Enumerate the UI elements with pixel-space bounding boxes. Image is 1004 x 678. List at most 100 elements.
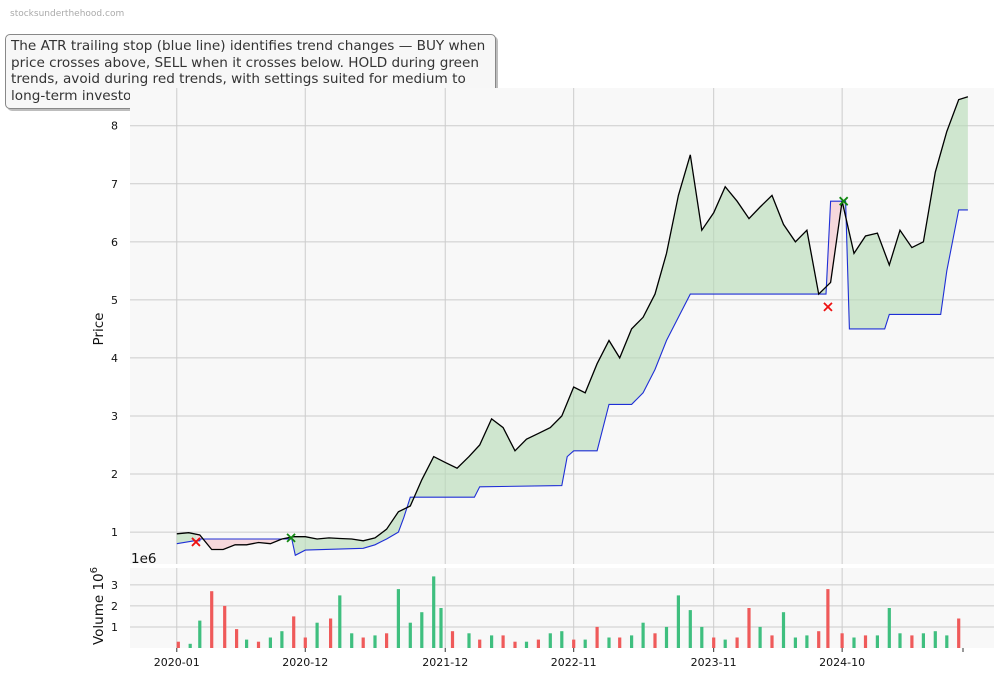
- volume-bar: [863, 635, 868, 648]
- price-tick-label: 5: [111, 294, 118, 307]
- price-line: [176, 96, 969, 551]
- volume-bar: [826, 589, 830, 648]
- volume-offset-text: 1e6: [131, 551, 156, 567]
- atr-trailing-stop-line: [176, 200, 968, 557]
- buy-signal-marker: [286, 533, 296, 543]
- volume-bar: [188, 643, 192, 648]
- volume-bar: [513, 641, 517, 648]
- buy-signal-marker: [839, 196, 849, 206]
- volume-bar: [630, 635, 634, 648]
- volume-bar: [385, 633, 389, 648]
- volume-bar: [338, 595, 342, 648]
- volume-bar: [712, 637, 716, 648]
- volume-bar: [396, 589, 400, 648]
- price-tick-label: 4: [111, 352, 118, 365]
- price-tick-label: 6: [111, 236, 118, 249]
- uptrend-fill: [291, 154, 828, 556]
- volume-bar: [793, 637, 797, 648]
- volume-tick-label: 2: [111, 600, 118, 613]
- x-tick-label: 2024-10: [819, 656, 865, 669]
- volume-bar: [688, 610, 692, 648]
- x-tick-label: 2020-01: [154, 656, 200, 669]
- volume-bar: [329, 618, 333, 648]
- volume-bar: [840, 633, 844, 648]
- volume-bar: [524, 641, 529, 648]
- volume-bar: [501, 635, 505, 648]
- x-tick-label: 2022-11: [551, 656, 597, 669]
- volume-bar: [361, 637, 365, 648]
- volume-bar: [723, 639, 727, 648]
- volume-bar: [478, 639, 482, 648]
- volume-bar: [875, 635, 879, 648]
- sell-signal-marker: [823, 302, 833, 312]
- price-tick-label: 3: [111, 410, 118, 423]
- volume-bar: [303, 637, 307, 648]
- volume-tick-label: 1: [111, 621, 118, 634]
- volume-tick-label: 3: [111, 579, 118, 592]
- volume-bar: [268, 637, 272, 648]
- price-tick-label: 1: [111, 526, 118, 539]
- volume-bar: [439, 608, 443, 648]
- volume-bar: [373, 635, 377, 648]
- volume-bar: [607, 637, 611, 648]
- volume-bar: [664, 626, 669, 648]
- volume-bar: [210, 591, 214, 648]
- volume-bar: [176, 641, 180, 648]
- sell-signal-marker: [191, 537, 201, 547]
- x-tick-label: 2021-12: [422, 656, 468, 669]
- volume-bar: [548, 633, 552, 648]
- volume-bar: [536, 639, 540, 648]
- watermark-text: stocksunderthehood.com: [10, 9, 125, 19]
- volume-bar: [235, 629, 239, 648]
- volume-bar: [490, 635, 494, 648]
- price-tick-label: 7: [111, 178, 118, 191]
- volume-bar: [747, 608, 751, 648]
- volume-axis-label-text: Volume: [91, 595, 107, 645]
- volume-bar: [432, 576, 436, 648]
- volume-bar: [700, 626, 704, 648]
- price-axis-label: Price: [91, 313, 107, 346]
- volume-bar: [758, 626, 762, 648]
- price-tick-label: 2: [111, 468, 118, 481]
- uptrend-fill: [843, 96, 968, 329]
- volume-bar: [887, 608, 891, 648]
- volume-bar: [223, 605, 227, 648]
- volume-bar: [315, 622, 319, 648]
- volume-bar: [292, 616, 296, 648]
- downtrend-fill: [196, 534, 292, 550]
- volume-bar: [618, 637, 622, 648]
- volume-bar: [898, 633, 902, 648]
- volume-bar: [817, 631, 821, 648]
- volume-bar: [198, 620, 202, 648]
- volume-bar: [805, 635, 809, 648]
- x-tick-label: 2023-11: [691, 656, 737, 669]
- volume-axis-label: Volume 106: [89, 567, 107, 645]
- volume-bar: [450, 631, 455, 648]
- price-tick-label: 8: [111, 120, 118, 133]
- volume-bar: [910, 635, 914, 648]
- volume-bar: [852, 637, 856, 648]
- volume-bar: [957, 618, 961, 648]
- volume-bar: [560, 631, 564, 648]
- volume-bar: [408, 622, 412, 648]
- volume-bar: [572, 639, 576, 648]
- volume-axis-unit: 10: [91, 573, 107, 590]
- volume-bar: [595, 626, 599, 648]
- volume-axis-exponent: 6: [89, 567, 100, 573]
- volume-bar: [781, 612, 786, 648]
- volume-bar: [350, 633, 354, 648]
- volume-bar: [735, 637, 739, 648]
- volume-bar: [583, 639, 587, 648]
- volume-bar: [653, 633, 657, 648]
- volume-bar: [945, 635, 949, 648]
- volume-bar: [921, 633, 925, 648]
- volume-bar: [256, 641, 261, 648]
- volume-bar: [641, 622, 645, 648]
- volume-bar: [420, 612, 424, 648]
- x-tick-label: 2020-12: [282, 656, 328, 669]
- volume-bar: [933, 631, 937, 648]
- volume-bar: [280, 631, 284, 648]
- volume-bar: [676, 595, 680, 648]
- volume-bar: [770, 635, 774, 648]
